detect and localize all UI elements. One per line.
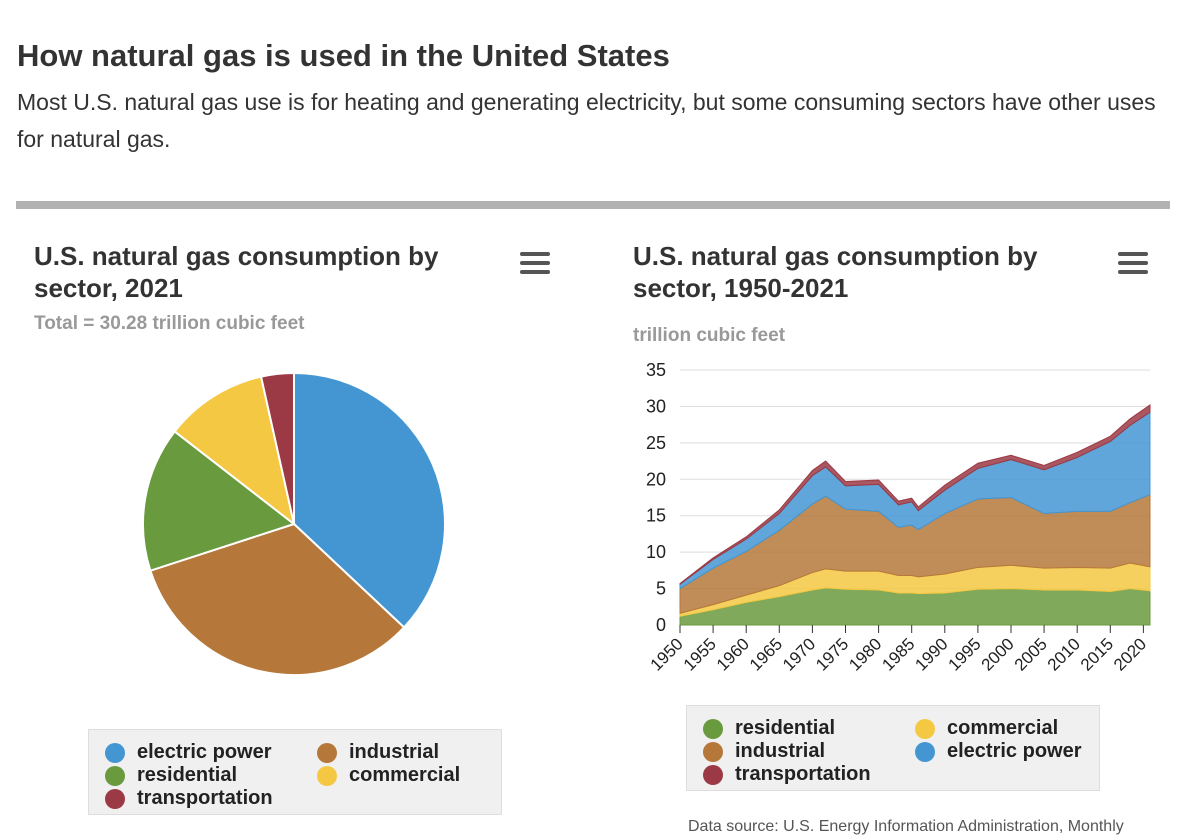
x-tick-label: 1960 — [713, 634, 753, 674]
legend-label: industrial — [349, 741, 440, 763]
legend-swatch — [915, 742, 935, 762]
pie-slice-industrial[interactable] — [149, 522, 406, 676]
legend-swatch — [105, 766, 125, 786]
x-tick-label: 1955 — [680, 634, 720, 674]
y-tick-label: 25 — [646, 433, 666, 453]
x-tick-label: 1975 — [812, 634, 852, 674]
y-tick-label: 0 — [656, 615, 666, 635]
pie-chart-title: U.S. natural gas consumption by sector, … — [34, 241, 439, 303]
section-divider — [16, 201, 1170, 209]
pie-chart — [142, 371, 446, 676]
legend-swatch — [105, 789, 125, 809]
legend-label: industrial — [735, 740, 826, 762]
data-source-note: Data source: U.S. Energy Information Adm… — [688, 818, 1124, 835]
legend-swatch — [703, 742, 723, 762]
x-tick-label: 2000 — [978, 634, 1018, 674]
y-tick-label: 35 — [646, 360, 666, 380]
x-tick-label: 1990 — [911, 634, 951, 674]
legend-label: commercial — [947, 717, 1059, 739]
x-tick-label: 1950 — [647, 634, 687, 674]
legend-swatch — [317, 743, 337, 763]
y-tick-label: 30 — [646, 396, 666, 416]
page-description: Most U.S. natural gas use is for heating… — [17, 89, 1156, 152]
x-tick-label: 1995 — [945, 634, 985, 674]
pie-slice-electric-power[interactable] — [293, 371, 446, 629]
legend-label: transportation — [735, 763, 871, 785]
pie-chart-subtitle: Total = 30.28 trillion cubic feet — [34, 313, 305, 334]
area-series-transportation[interactable] — [679, 404, 1151, 586]
pie-slice-transportation[interactable] — [259, 371, 295, 525]
legend-swatch — [703, 765, 723, 785]
y-tick-label: 5 — [656, 579, 666, 599]
area-legend: residential commercial industrial electr… — [686, 705, 1100, 791]
area-chart: 0510152025303519501955196019651970197519… — [646, 360, 1151, 675]
legend-label: electric power — [947, 740, 1082, 762]
x-tick-label: 1970 — [779, 634, 819, 674]
legend-swatch — [105, 743, 125, 763]
y-tick-label: 15 — [646, 506, 666, 526]
area-chart-title: U.S. natural gas consumption by sector, … — [633, 241, 1038, 303]
legend-swatch — [915, 719, 935, 739]
legend-swatch — [703, 719, 723, 739]
legend-label: residential — [735, 717, 836, 739]
area-chart-ylabel: trillion cubic feet — [633, 325, 786, 346]
pie-chart-menu-icon[interactable] — [520, 252, 550, 276]
legend-swatch — [317, 766, 337, 786]
legend-label: commercial — [349, 764, 461, 786]
x-tick-label: 2015 — [1077, 634, 1117, 674]
pie-slice-commercial[interactable] — [173, 375, 296, 527]
area-chart-menu-icon[interactable] — [1118, 252, 1148, 276]
legend-label: electric power — [137, 741, 272, 763]
x-tick-label: 2020 — [1110, 634, 1150, 674]
page-title: How natural gas is used in the United St… — [17, 38, 670, 73]
y-tick-label: 10 — [646, 542, 666, 562]
x-tick-label: 2010 — [1044, 634, 1084, 674]
legend-label: transportation — [137, 787, 273, 809]
legend-label: residential — [137, 764, 238, 786]
x-tick-label: 2005 — [1011, 634, 1051, 674]
x-tick-label: 1965 — [746, 634, 786, 674]
x-tick-label: 1980 — [845, 634, 885, 674]
pie-legend: electric power industrial residential co… — [88, 729, 502, 815]
pie-slice-residential[interactable] — [142, 430, 297, 572]
x-tick-label: 1985 — [878, 634, 918, 674]
y-tick-label: 20 — [646, 469, 666, 489]
